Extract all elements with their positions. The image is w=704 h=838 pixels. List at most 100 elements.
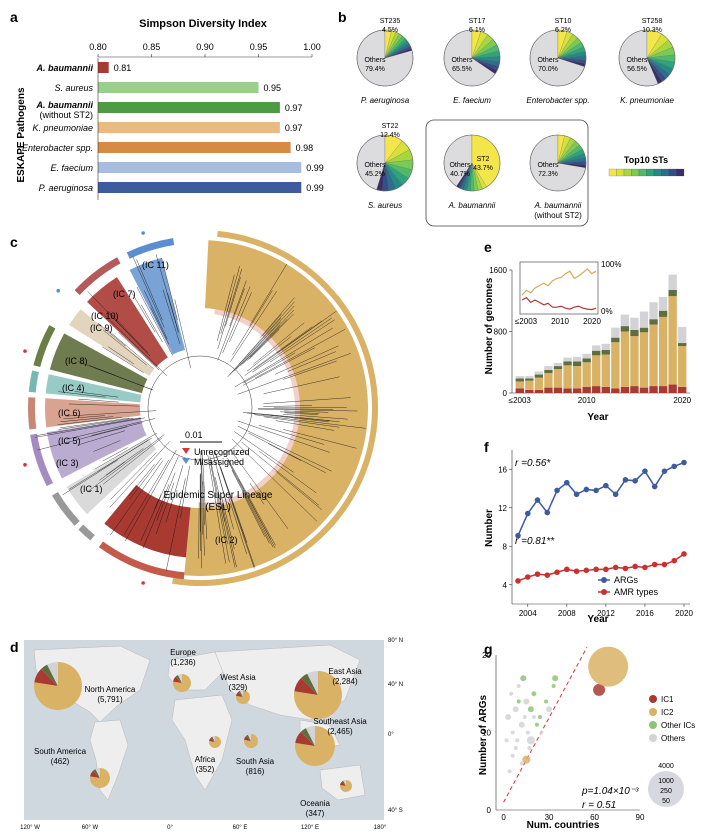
panel-d-region-name: East Asia: [328, 667, 362, 676]
panel-b-others-pct: 70.0%: [538, 66, 558, 73]
panel-e-bar-segment: [678, 343, 686, 346]
panel-g-legend-label: Other ICs: [661, 721, 695, 730]
panel-e-bar-segment: [554, 363, 562, 366]
panel-f-r-args: r =0.56*: [515, 458, 551, 469]
panel-b-others-label: Others: [626, 57, 648, 64]
panel-f-point: [515, 578, 521, 584]
panel-f-point: [544, 572, 550, 578]
panel-f-point: [652, 562, 658, 568]
panel-a-tick-label: 0.85: [143, 42, 161, 52]
panel-e-bar-segment: [592, 351, 600, 356]
panel-d-region-name: South America: [34, 747, 87, 756]
panel-b-others-pct: 72.3%: [538, 171, 558, 178]
panel-e-bar-segment: [621, 387, 629, 393]
panel-b-st-label: ST258: [642, 18, 663, 25]
panel-f-ytick-label: 8: [503, 542, 508, 551]
panel-e-inset-ytick: 0%: [601, 307, 613, 316]
panel-f-point: [593, 567, 599, 573]
panel-a-ylabel: ESKAPE Pathogens: [16, 87, 27, 182]
panel-f-point: [554, 488, 560, 494]
panel-f-xtick-label: 2004: [519, 609, 537, 618]
panel-a-bar-value: 0.97: [285, 123, 303, 133]
panel-b-st-pct: 43.7%: [473, 165, 493, 172]
panel-g-legend-label: Others: [661, 734, 685, 743]
panel-c-clade-label: (IC 1): [80, 484, 103, 494]
panel-b-st-pct: 6.1%: [469, 27, 485, 34]
panel-d-region-pie: [340, 780, 352, 792]
panel-d-region-name: Oceania: [300, 799, 330, 808]
panel-e-bar-segment: [649, 325, 657, 387]
panel-e-bar-segment: [573, 366, 581, 388]
panel-g-point: [552, 675, 558, 681]
panel-e-xtick-label: 2010: [578, 396, 596, 405]
panel-e-ytick-label: 0: [503, 389, 508, 398]
panel-b-colorbar-swatch: [669, 169, 677, 176]
panel-b-colorbar-swatch: [654, 169, 662, 176]
panel-b-others-label: Others: [449, 162, 471, 169]
panel-b-colorbar-swatch: [617, 169, 625, 176]
panel-e-bar-segment: [582, 358, 590, 362]
panel-d-region-name: Africa: [195, 755, 216, 764]
panel-f-xlabel: Year: [587, 614, 608, 625]
panel-b-colorbar-swatch: [677, 169, 685, 176]
panel-e-bar-segment: [516, 378, 524, 381]
panel-g-point: [515, 738, 519, 742]
panel-e-bar-segment: [516, 376, 524, 378]
panel-a-tick-label: 0.80: [89, 42, 107, 52]
panel-g-point: [517, 700, 521, 704]
panel-f-legend-amr-marker: [601, 589, 607, 595]
panel-e-bar-segment: [544, 388, 552, 393]
panel-f-ytick-label: 12: [498, 504, 507, 513]
panel-e-bar-segment: [516, 381, 524, 388]
panel-d-region-name: Southeast Asia: [313, 717, 367, 726]
panel-b-others-label: Others: [537, 162, 559, 169]
panel-g-legend-marker: [649, 695, 657, 703]
panel-e-bar-segment: [602, 387, 610, 393]
panel-g-point: [538, 715, 542, 719]
panel-g-legend-marker: [649, 708, 657, 716]
panel-e-bar-segment: [659, 317, 667, 386]
panel-f-point: [544, 510, 550, 516]
panel-b-st-pct: 12.4%: [380, 132, 400, 139]
panel-e-bar-segment: [621, 326, 629, 331]
panel-d-region-count: (329): [229, 683, 248, 692]
panel-d-lon-tick: 120° W: [20, 825, 40, 831]
panel-g-point: [511, 754, 515, 758]
panel-g-point: [528, 706, 534, 712]
panel-c-clade-label: (IC 7): [113, 289, 136, 299]
panel-b-st-pct: 4.5%: [382, 27, 398, 34]
panel-g-ytick-label: 0: [487, 806, 492, 815]
panel-g-point: [511, 731, 515, 735]
panel-b-species-label: Enterobacter spp.: [526, 96, 589, 105]
panel-c: 0.01 Unrecognized Misassigned Epidemic S…: [23, 231, 378, 586]
panel-label-a: a: [10, 9, 18, 25]
panel-d-lat-tick: 40° N: [388, 682, 403, 688]
panel-b-st-pct: 6.2%: [555, 27, 571, 34]
panel-a-bar: [98, 62, 109, 73]
panel-b-colorbar-swatch: [632, 169, 640, 176]
panel-c-clade-label: (IC 2): [215, 535, 238, 545]
panel-b-colorbar-swatch: [647, 169, 655, 176]
panel-g-legend-marker: [649, 734, 657, 742]
panel-e-bar-segment: [668, 290, 676, 296]
panel-a-bar: [98, 82, 259, 93]
panel-g-point: [527, 736, 535, 744]
panel-e-bar-segment: [611, 328, 619, 338]
panel-a-bar: [98, 122, 280, 133]
panel-c-assignment-marker: [56, 289, 60, 293]
panel-c-clade-label: (IC 8): [65, 356, 88, 366]
panel-e-bar-segment: [640, 388, 648, 393]
panel-e-bar-segment: [659, 297, 667, 311]
panel-f-point: [564, 480, 570, 486]
panel-c-legend-misassigned: Misassigned: [194, 457, 244, 467]
panel-a-bar: [98, 182, 301, 193]
panel-c-tip-band: [33, 325, 55, 367]
panel-a-title: Simpson Diversity Index: [139, 18, 268, 30]
panel-e-bar-segment: [525, 390, 533, 393]
